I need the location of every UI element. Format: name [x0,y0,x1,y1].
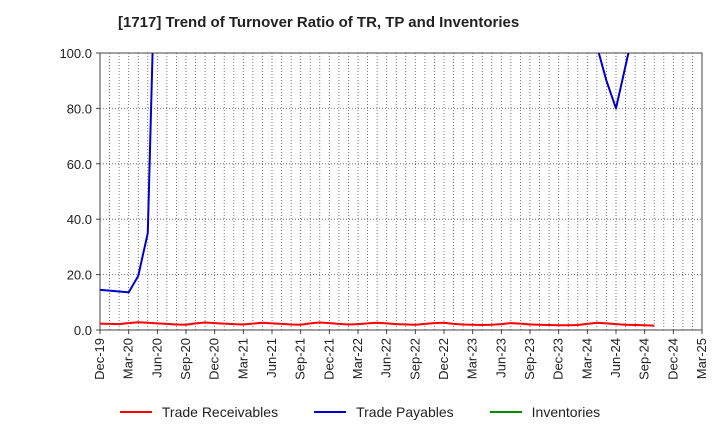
x-tick-label: Sep-20 [178,338,193,380]
x-tick-label: Mar-21 [235,338,250,379]
x-tick-label: Jun-23 [493,338,508,378]
legend-item: Trade Receivables [119,404,279,420]
legend-label: Trade Payables [356,404,454,420]
legend: Trade Receivables Trade Payables Inventori… [0,404,720,420]
plot-frame [99,52,703,331]
x-axis: Dec-19 Mar-20 Jun-20 Sep-20 Dec-20 Mar-21 Jun-… [92,330,709,380]
x-tick-label: Jun-24 [608,338,623,378]
y-tick-label: 80.0 [67,101,92,116]
x-tick-label: Jun-22 [379,338,394,378]
x-tick-label: Dec-24 [665,338,680,380]
y-tick-label: 100.0 [59,46,92,61]
chart-title: [1717] Trend of Turnover Ratio of TR, TP… [118,14,520,31]
legend-swatch [119,411,152,413]
x-tick-label: Dec-20 [207,338,222,380]
x-tick-label: Sep-24 [637,338,652,380]
series-group [100,53,655,327]
y-tick-label: 20.0 [67,268,92,283]
series-layer [100,53,655,327]
legend-item: Trade Payables [314,404,454,420]
x-tick-label: Sep-21 [293,338,308,380]
legend-label: Inventories [531,404,601,420]
x-tick-label: Mar-22 [350,338,365,379]
legend-item: Inventories [489,404,601,420]
legend-swatch [489,411,522,413]
x-tick-label: Jun-20 [149,338,164,378]
x-tick-label: Dec-23 [551,338,566,380]
y-tick-label: 40.0 [67,212,92,227]
x-tick-label: Mar-25 [694,338,709,379]
series-trade-payables-line [597,53,630,110]
series-trade-receivables-line [100,321,655,327]
series-trade-payables-line [100,53,154,294]
y-tick-label: 60.0 [67,157,92,172]
x-tick-label: Sep-22 [407,338,422,380]
x-tick-label: Dec-22 [436,338,451,380]
x-tick-label: Dec-21 [321,338,336,380]
grid-layer [100,53,702,330]
y-tick-label: 0.0 [74,323,92,338]
x-tick-label: Mar-20 [121,338,136,379]
x-tick-label: Jun-21 [264,338,279,378]
legend-swatch [314,411,347,413]
x-tick-label: Sep-23 [522,338,537,380]
y-axis: 0.0 20.0 40.0 60.0 80.0 100.0 [59,46,100,338]
x-tick-label: Mar-24 [579,338,594,379]
x-tick-label: Mar-23 [465,338,480,379]
x-tick-label: Dec-19 [92,338,107,380]
legend-label: Trade Receivables [161,404,279,420]
